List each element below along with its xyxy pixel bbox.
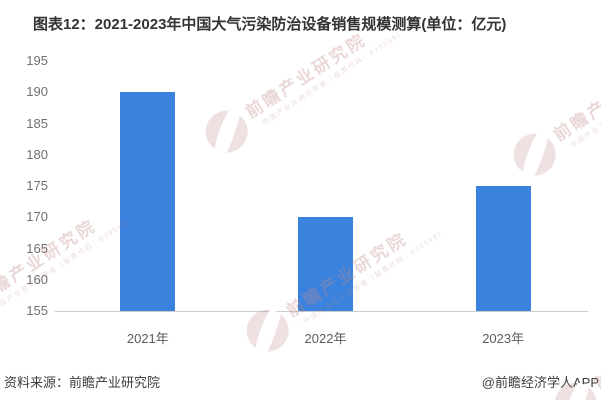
y-axis-tick-label: 170 <box>26 209 48 225</box>
x-axis-tick-label: 2022年 <box>304 331 347 346</box>
y-axis-tick-label: 175 <box>26 178 48 193</box>
y-axis-tick-label: 165 <box>26 240 48 256</box>
y-axis-tick-label: 160 <box>26 271 48 287</box>
x-axis-tick-label: 2021年 <box>126 331 169 346</box>
x-axis-line <box>55 311 588 312</box>
bar-2021年 <box>120 92 176 311</box>
y-axis-tick-label: 195 <box>26 53 48 68</box>
bar-2022年 <box>298 217 353 311</box>
chart-title: 图表12：2021-2023年中国大气污染防治设备销售规模测算(单位：亿元) <box>33 16 507 33</box>
y-axis-tick-label: 155 <box>26 303 48 318</box>
brand-note: @前瞻经济学人APP <box>481 375 599 390</box>
bar-2023年 <box>475 186 531 311</box>
y-axis-tick-label: 185 <box>26 115 48 131</box>
y-axis-tick-label: 190 <box>26 84 48 100</box>
y-axis-tick-label: 180 <box>26 146 48 162</box>
x-axis-tick-label: 2023年 <box>482 331 525 346</box>
source-note: 资料来源：前瞻产业研究院 <box>4 375 161 390</box>
